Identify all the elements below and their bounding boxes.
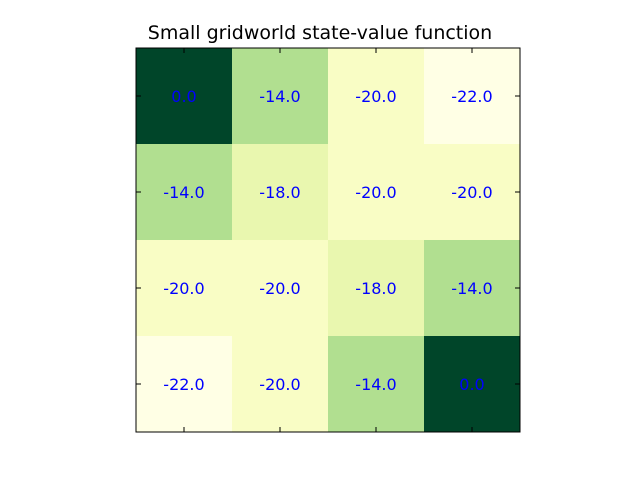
- cell-value-label-r3-c2: -14.0: [355, 375, 396, 394]
- cell-value-label-r0-c3: -22.0: [451, 87, 492, 106]
- heatmap-cell-r3-c3: [424, 336, 520, 432]
- heatmap-cell-r1-c0: [136, 144, 232, 240]
- heatmap-cell-r1-c2: [328, 144, 424, 240]
- heatmap-cell-r3-c2: [328, 336, 424, 432]
- cell-value-label-r0-c1: -14.0: [259, 87, 300, 106]
- cell-value-label-r0-c2: -20.0: [355, 87, 396, 106]
- cell-value-label-r3-c0: -22.0: [163, 375, 204, 394]
- cell-value-label-r3-c1: -20.0: [259, 375, 300, 394]
- heatmap-cell-r0-c0: [136, 48, 232, 144]
- heatmap-cell-r0-c2: [328, 48, 424, 144]
- heatmap-cell-r1-c1: [232, 144, 328, 240]
- heatmap-cell-r1-c3: [424, 144, 520, 240]
- cell-value-label-r3-c3: 0.0: [459, 375, 484, 394]
- heatmap-cell-r3-c1: [232, 336, 328, 432]
- cell-value-label-r1-c0: -14.0: [163, 183, 204, 202]
- chart-title: Small gridworld state-value function: [147, 22, 493, 44]
- cell-value-label-r2-c2: -18.0: [355, 279, 396, 298]
- cell-value-label-r0-c0: 0.0: [171, 87, 196, 106]
- heatmap-cell-r0-c1: [232, 48, 328, 144]
- cell-value-label-r1-c2: -20.0: [355, 183, 396, 202]
- heatmap-cell-r3-c0: [136, 336, 232, 432]
- heatmap-cell-r2-c0: [136, 240, 232, 336]
- cell-value-label-r1-c1: -18.0: [259, 183, 300, 202]
- cell-value-label-r2-c1: -20.0: [259, 279, 300, 298]
- axes-frame: [135, 47, 521, 433]
- cell-value-label-r2-c3: -14.0: [451, 279, 492, 298]
- heatmap-cell-r2-c2: [328, 240, 424, 336]
- heatmap-cell-r0-c3: [424, 48, 520, 144]
- cell-value-label-r1-c3: -20.0: [451, 183, 492, 202]
- heatmap-cell-r2-c3: [424, 240, 520, 336]
- cell-value-label-r2-c0: -20.0: [163, 279, 204, 298]
- heatmap-cell-r2-c1: [232, 240, 328, 336]
